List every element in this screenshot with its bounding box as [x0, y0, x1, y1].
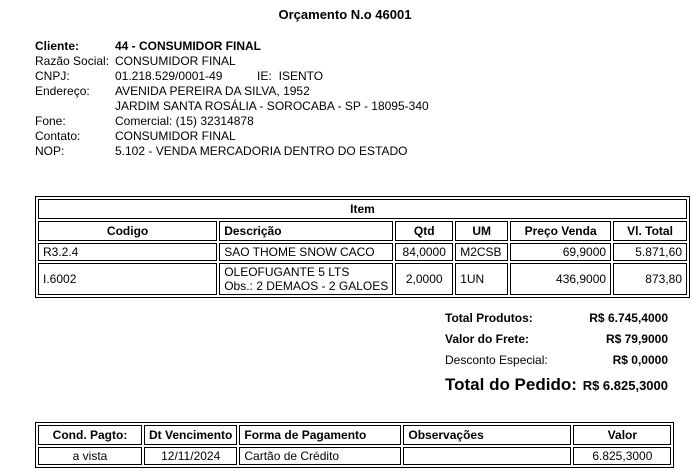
client-row-nop: NOP: 5.102 - VENDA MERCADORIA DENTRO DO …: [35, 144, 655, 159]
desconto-especial-value: R$ 0,0000: [612, 353, 668, 367]
ie-label: IE:: [257, 69, 272, 83]
column-header-descricao: Descrição: [219, 221, 394, 241]
column-header-um: UM: [455, 221, 509, 241]
client-info: Cliente: 44 - CONSUMIDOR FINAL Razão Soc…: [35, 39, 655, 159]
page-title: Orçamento N.o 46001: [278, 7, 412, 22]
client-value: AVENIDA PEREIRA DA SILVA, 1952 JARDIM SA…: [115, 84, 655, 114]
column-header-cond-pagto: Cond. Pagto:: [38, 425, 142, 445]
item-row: R3.2.4 SAO THOME SNOW CACO 84,0000 M2CSB…: [38, 243, 687, 261]
client-row-razao-social: Razão Social: CONSUMIDOR FINAL: [35, 54, 655, 69]
column-header-valor: Valor: [573, 425, 672, 445]
client-label: Cliente:: [35, 39, 80, 53]
client-value: 01.218.529/0001-49 IE: ISENTO: [115, 69, 655, 84]
item-row: I.6002 OLEOFUGANTE 5 LTS Obs.: 2 DEMAOS …: [38, 263, 687, 295]
total-produtos-row: Total Produtos: R$ 6.745,4000: [445, 311, 668, 332]
item-preco-venda: 69,9000: [510, 243, 612, 261]
item-descricao: OLEOFUGANTE 5 LTS Obs.: 2 DEMAOS - 2 GAL…: [219, 263, 394, 295]
client-label: Contato:: [35, 129, 81, 143]
cnpj-number: 01.218.529/0001-49: [115, 69, 223, 83]
client-label: NOP:: [35, 144, 65, 158]
item-vl-total: 5.871,60: [613, 243, 687, 261]
total-pedido-label: Total do Pedido:: [445, 375, 577, 394]
totals-section: Total Produtos: R$ 6.745,4000 Valor do F…: [445, 311, 668, 399]
payment-forma-pagamento: Cartão de Crédito: [239, 447, 402, 465]
payment-table: Cond. Pagto: Dt Vencimento Forma de Paga…: [35, 422, 675, 468]
client-row-contato: Contato: CONSUMIDOR FINAL: [35, 129, 655, 144]
valor-frete-value: R$ 79,9000: [605, 332, 668, 346]
address-line-1: AVENIDA PEREIRA DA SILVA, 1952: [115, 84, 310, 98]
client-row-fone: Fone: Comercial: (15) 32314878: [35, 114, 655, 129]
client-row-endereco: Endereço: AVENIDA PEREIRA DA SILVA, 1952…: [35, 84, 655, 114]
desconto-especial-label: Desconto Especial:: [445, 353, 548, 367]
client-value: 44 - CONSUMIDOR FINAL: [115, 39, 262, 53]
ie-value: ISENTO: [278, 69, 324, 83]
column-header-codigo: Codigo: [38, 221, 218, 241]
client-value: 5.102 - VENDA MERCADORIA DENTRO DO ESTAD…: [115, 144, 408, 158]
client-label: Razão Social:: [35, 54, 110, 68]
column-header-vl-total: Vl. Total: [613, 221, 687, 241]
payment-dt-vencimento: 12/11/2024: [144, 447, 238, 465]
client-value: CONSUMIDOR FINAL: [115, 54, 236, 68]
item-descricao-text: OLEOFUGANTE 5 LTS: [224, 265, 350, 279]
payment-observacoes: [403, 447, 572, 465]
item-qtd: 84,0000: [395, 243, 454, 261]
column-header-qtd: Qtd: [395, 221, 454, 241]
client-label: CNPJ:: [35, 69, 70, 83]
payment-table-header-row: Cond. Pagto: Dt Vencimento Forma de Paga…: [38, 425, 672, 445]
total-produtos-value: R$ 6.745,4000: [589, 311, 668, 325]
client-value: Comercial: (15) 32314878: [115, 114, 254, 128]
item-table-header-row: Codigo Descrição Qtd UM Preço Venda Vl. …: [38, 221, 687, 241]
item-codigo: R3.2.4: [38, 243, 218, 261]
item-table: Item Codigo Descrição Qtd UM Preço Venda…: [35, 196, 690, 298]
item-um: M2CSB: [455, 243, 509, 261]
item-table-group-row: Item: [38, 199, 687, 219]
column-header-forma-pagamento: Forma de Pagamento: [239, 425, 402, 445]
column-header-preco-venda: Preço Venda: [510, 221, 612, 241]
valor-frete-row: Valor do Frete: R$ 79,9000: [445, 332, 668, 353]
item-qtd: 2,0000: [395, 263, 454, 295]
item-descricao-text: SAO THOME SNOW CACO: [224, 245, 375, 259]
total-produtos-label: Total Produtos:: [445, 311, 533, 325]
item-preco-venda: 436,9000: [510, 263, 612, 295]
item-vl-total: 873,80: [613, 263, 687, 295]
item-descricao: SAO THOME SNOW CACO: [219, 243, 394, 261]
valor-frete-label: Valor do Frete:: [445, 332, 530, 346]
total-pedido-row: Total do Pedido: R$ 6.825,3000: [445, 375, 668, 399]
column-header-observacoes: Observações: [403, 425, 572, 445]
item-codigo: I.6002: [38, 263, 218, 295]
client-label: Endereço:: [35, 84, 90, 98]
client-label: Fone:: [35, 114, 66, 128]
item-table-group-header: Item: [38, 199, 687, 219]
address-line-2: JARDIM SANTA ROSÁLIA - SOROCABA - SP - 1…: [115, 99, 429, 113]
item-um: 1UN: [455, 263, 509, 295]
payment-cond-pagto: a vista: [38, 447, 142, 465]
client-row-cnpj: CNPJ: 01.218.529/0001-49 IE: ISENTO: [35, 69, 655, 84]
payment-row: a vista 12/11/2024 Cartão de Crédito 6.8…: [38, 447, 672, 465]
total-pedido-value: R$ 6.825,3000: [582, 378, 668, 393]
payment-valor: 6.825,3000: [573, 447, 672, 465]
client-row-cliente: Cliente: 44 - CONSUMIDOR FINAL: [35, 39, 655, 54]
client-value: CONSUMIDOR FINAL: [115, 129, 236, 143]
column-header-dt-vencimento: Dt Vencimento: [144, 425, 238, 445]
desconto-especial-row: Desconto Especial: R$ 0,0000: [445, 353, 668, 374]
item-obs-text: Obs.: 2 DEMAOS - 2 GALOES: [224, 279, 389, 293]
